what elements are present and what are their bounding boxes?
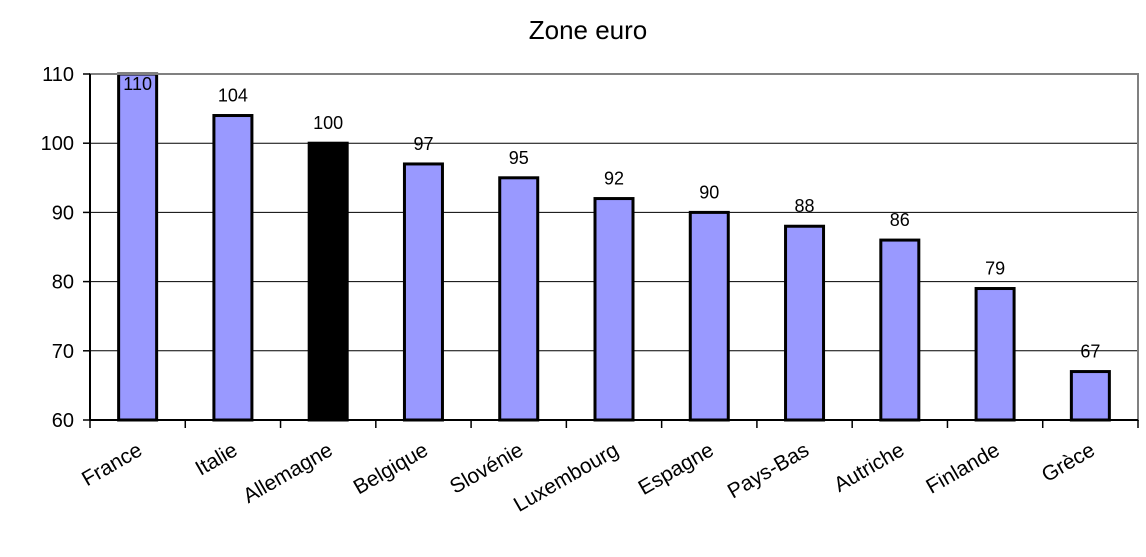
x-category-label: Finlande	[922, 438, 1003, 498]
data-label: 110	[123, 74, 152, 94]
data-label: 92	[604, 169, 624, 189]
data-label: 97	[413, 134, 433, 154]
bar-8	[784, 224, 826, 422]
x-category-label: Autriche	[830, 438, 908, 496]
bar-9	[879, 238, 921, 422]
x-category-label: Allemagne	[239, 438, 336, 508]
axes	[83, 73, 1139, 428]
x-category-label: Slovénie	[446, 438, 527, 498]
bar-3	[307, 141, 349, 422]
x-category-label: Grèce	[1038, 438, 1099, 487]
x-category-label: Pays-Bas	[724, 438, 813, 503]
y-tick-label: 100	[41, 133, 74, 155]
x-category-label: Luxembourg	[510, 438, 623, 516]
x-category-label: Espagne	[634, 438, 717, 499]
x-category-label: France	[78, 438, 146, 491]
data-label: 67	[1080, 342, 1100, 362]
bar-4	[402, 162, 444, 422]
labels: 60 70 80 90 100 110 110 France 104 Italie 100 Allem…	[41, 64, 1101, 517]
y-tick-label: 80	[52, 272, 74, 294]
bars	[117, 72, 1111, 422]
x-category-label: Italie	[191, 438, 241, 480]
bar-11	[1069, 370, 1111, 422]
data-label: 95	[509, 148, 529, 168]
bar-5	[498, 176, 540, 422]
chart-title: Zone euro	[529, 15, 648, 45]
bar-1	[117, 72, 159, 422]
bar-7	[688, 210, 730, 422]
data-label: 79	[985, 259, 1005, 279]
y-tick-label: 90	[52, 202, 74, 224]
data-label: 100	[313, 113, 343, 133]
data-label: 86	[890, 210, 910, 230]
bar-2	[212, 114, 254, 422]
data-label: 104	[218, 86, 248, 106]
bar-6	[593, 197, 635, 422]
x-category-label: Belgique	[350, 438, 432, 499]
bar-10	[974, 287, 1016, 422]
data-label: 90	[699, 182, 719, 202]
y-tick-label: 60	[52, 410, 74, 432]
y-tick-label: 70	[52, 341, 74, 363]
data-label: 88	[795, 196, 815, 216]
y-tick-label: 110	[42, 64, 74, 86]
